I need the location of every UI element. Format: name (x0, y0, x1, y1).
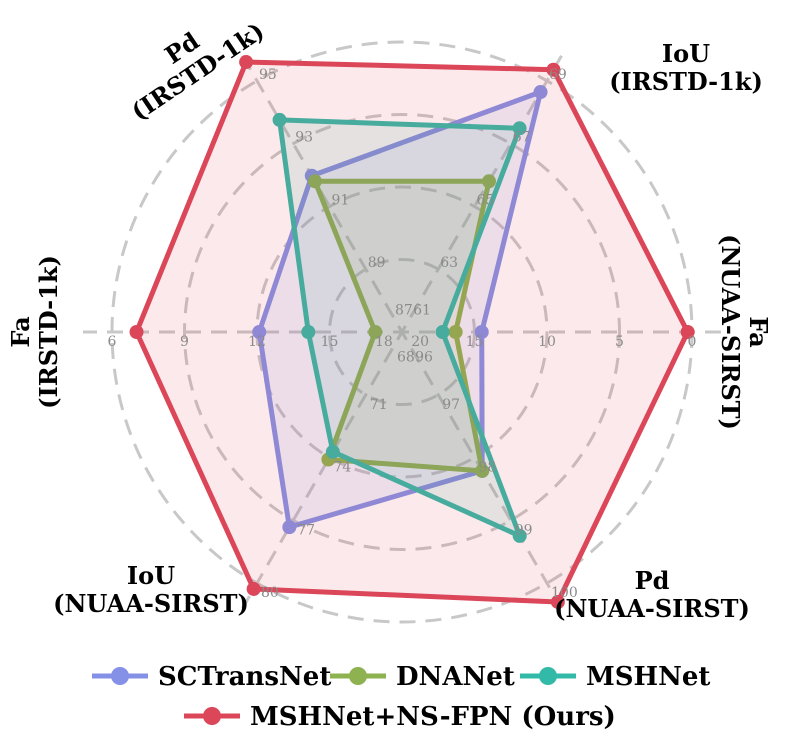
tick-label: 100 (551, 585, 578, 601)
series-point (308, 174, 322, 189)
axis-label-line: (IRSTD-1k) (34, 255, 63, 409)
axis-label-fa-nuaa: Fa(NUAA-SIRST) (716, 234, 773, 430)
series-point (533, 85, 548, 100)
axis-label-line: (NUAA-SIRST) (53, 589, 249, 618)
tick-label: 63 (440, 255, 458, 271)
series-point (550, 594, 565, 609)
legend-swatch-marker (349, 667, 367, 685)
tick-label: 91 (332, 192, 350, 208)
tick-label: 96 (415, 350, 433, 366)
legend-swatch-marker (111, 667, 129, 685)
series-mshnet (272, 112, 527, 543)
series-point (482, 174, 496, 189)
tick-label: 69 (549, 67, 567, 83)
legend-label: DNANet (396, 662, 515, 692)
legend-item: MSHNet+NS-FPN (Ours) (184, 702, 616, 732)
axis-label-iou-irstd: IoU(IRSTD-1k) (609, 39, 763, 96)
tick-label: 80 (261, 585, 279, 601)
series-point (129, 325, 144, 339)
tick-label: 98 (479, 460, 497, 476)
axis-label-pd-nuaa: Pd(NUAA-SIRST) (554, 566, 750, 623)
axis-label-line: Fa (6, 316, 35, 347)
axis-label-line: (NUAA-SIRST) (554, 594, 750, 623)
axis-label-line: Fa (744, 316, 773, 347)
series-point (325, 444, 340, 459)
tick-label: 12 (248, 334, 266, 350)
tick-label: 15 (321, 334, 339, 350)
tick-label: 9 (180, 334, 189, 350)
legend-swatch-marker (539, 667, 557, 685)
series-point (368, 325, 383, 339)
tick-label: 74 (334, 460, 352, 476)
series-point (282, 520, 297, 535)
axis-label-line: (NUAA-SIRST) (716, 234, 745, 430)
tick-label: 15 (466, 334, 484, 350)
series-area (315, 181, 489, 471)
axis-label-line: IoU (662, 39, 710, 68)
grid-ring (183, 113, 621, 551)
tick-label: 68 (397, 350, 415, 366)
series-point (448, 325, 463, 339)
tick-label: 71 (370, 397, 388, 413)
tick-label: 61 (413, 302, 431, 318)
tick-label: 67 (513, 130, 531, 146)
tick-label: 20 (411, 334, 429, 350)
tick-label: 10 (538, 334, 556, 350)
series-point (475, 463, 490, 478)
axis-label-fa-irstd: Fa (IRSTD-1k) (6, 255, 63, 409)
tick-label: 0 (688, 334, 697, 350)
tick-label: 5 (615, 334, 624, 350)
tick-label: 99 (515, 522, 533, 538)
tick-label: 87 (395, 302, 413, 318)
legend-swatch-marker (203, 707, 221, 725)
legend-item: DNANet (330, 662, 515, 692)
tick-label: 93 (295, 130, 313, 146)
tick-label: 6 (108, 334, 117, 350)
legend-item: SCTransNet (92, 662, 331, 692)
series-point (680, 325, 695, 339)
axis-label-iou-nuaa: IoU(NUAA-SIRST) (53, 561, 249, 618)
axis-label-line: Pd (635, 566, 670, 595)
tick-label: 77 (297, 522, 315, 538)
legend: SCTransNet DNANet MSHNet MSHNet+NS-FPN (Our… (92, 662, 710, 732)
tick-label: 18 (375, 334, 393, 350)
legend-item: MSHNet (520, 662, 710, 692)
series-point (252, 325, 267, 339)
legend-label: MSHNet+NS-FPN (Ours) (250, 702, 616, 732)
series-point (301, 325, 316, 339)
axis-label-line: IoU (127, 561, 175, 590)
tick-label: 89 (368, 255, 386, 271)
series-area (136, 62, 688, 602)
series-point (546, 62, 561, 77)
series-point (512, 528, 527, 543)
series-point (272, 112, 287, 127)
series-point (512, 121, 527, 136)
tick-label: 65 (477, 192, 495, 208)
tick-label: 95 (259, 67, 277, 83)
series-area (279, 119, 520, 536)
series-point (474, 325, 489, 339)
series-mshnet-ns-fpn-ours (129, 55, 695, 609)
series-point (239, 55, 254, 70)
legend-label: MSHNet (586, 662, 710, 692)
series-point (246, 581, 261, 596)
axis-label-line: (IRSTD-1k) (609, 67, 763, 96)
grid-spoke (241, 54, 563, 610)
radar-series (129, 55, 695, 609)
tick-label: 97 (442, 397, 460, 413)
series-point (435, 325, 450, 339)
legend-label: SCTransNet (158, 662, 331, 692)
